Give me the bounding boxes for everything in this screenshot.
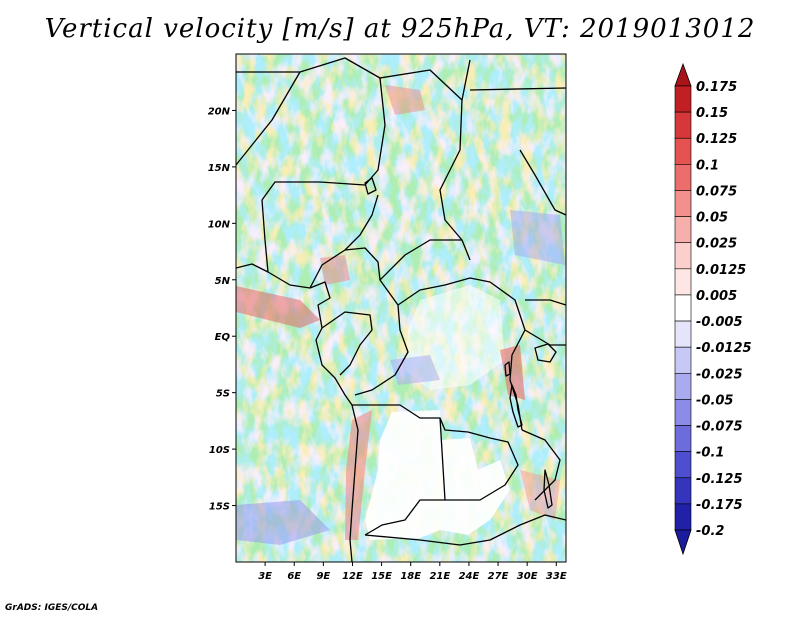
lake-malawi (543, 469, 553, 509)
colorbar-swatch (674, 164, 692, 191)
colorbar-label: -0.125 (696, 472, 743, 487)
colorbar-label: -0.175 (696, 498, 743, 513)
boundary-ethiopia (519, 149, 566, 216)
boundary-southern-africa (364, 514, 566, 546)
colorbar-label: 0.125 (696, 132, 737, 147)
colorbar-label: -0.005 (696, 315, 743, 330)
x-tick-label: 18E (400, 571, 421, 582)
boundary-gabon-congo (321, 311, 373, 376)
updraft-band-gulf-of-guinea (236, 286, 320, 328)
colorbar-label: -0.1 (696, 446, 724, 461)
x-tick-label: 21E (429, 571, 450, 582)
boundary-drc-east (489, 281, 526, 431)
grads-credit: GrADS: IGES/COLA (5, 603, 99, 613)
colorbar-swatch (674, 477, 692, 505)
lake-chad (364, 177, 377, 195)
boundary-nigeria (261, 194, 379, 289)
colorbar-swatch (674, 111, 692, 139)
colorbar-swatch (674, 190, 692, 217)
y-tick-label: EQ (215, 332, 231, 343)
colorbar-label: 0.075 (696, 184, 737, 199)
colorbar-label: -0.2 (696, 524, 724, 539)
colorbar-label: 0.175 (696, 80, 737, 95)
boundary-congo-drc (354, 304, 409, 396)
x-tick-label: 30E (517, 571, 538, 582)
y-axis: 20N 15N 10N 5N EQ 5S 10S 15S (208, 106, 236, 513)
y-tick-label: 5S (216, 389, 230, 400)
colorbar-swatch (674, 503, 692, 531)
x-tick-label: 3E (258, 571, 272, 582)
velocity-field (236, 54, 566, 562)
boundary-angola-north (352, 404, 469, 433)
colorbar-swatch (674, 137, 692, 165)
chart-title: Vertical velocity [m/s] at 925hPa, VT: 2… (44, 14, 756, 44)
boundary-uganda-kenya (524, 299, 566, 346)
colorbar-swatch (674, 85, 692, 113)
downdraft-patch-sudan (510, 210, 565, 265)
y-tick-label: 10N (208, 219, 231, 230)
boundary-car-drc (379, 239, 462, 281)
updraft-band-east-africa (500, 345, 525, 400)
colorbar-label: 0.1 (696, 158, 719, 173)
coastline-west-africa (236, 263, 359, 562)
colorbar-top-arrow (674, 62, 692, 87)
y-tick-label: 5N (215, 276, 231, 287)
x-tick-label: 33E (546, 571, 567, 582)
colorbar-swatch (674, 320, 692, 348)
x-axis: 3E 6E 9E 12E 15E 18E 21E 24E 27E 30E 33E (258, 562, 567, 582)
colorbar-swatch (674, 294, 692, 322)
boundary-angola-east (364, 417, 446, 536)
colorbar-label: -0.075 (696, 420, 743, 435)
map-boundaries (236, 57, 566, 562)
colorbar-label: 0.005 (696, 289, 737, 304)
x-tick-label: 6E (287, 571, 301, 582)
x-tick-label: 9E (316, 571, 330, 582)
colorbar-label: 0.025 (696, 237, 737, 252)
colorbar-swatch (674, 372, 692, 400)
colorbar-label: -0.0125 (696, 341, 752, 356)
boundary-zambia (445, 431, 519, 501)
colorbar-swatch (674, 242, 692, 270)
colorbar-label: 0.05 (696, 211, 728, 226)
colorbar-swatch (674, 268, 692, 296)
colorbar-swatch (674, 451, 692, 479)
updraft-patch-sahara (385, 85, 425, 115)
boundary-sudan-egypt (469, 87, 566, 91)
boundary-tanzania-mozambique (521, 429, 561, 501)
colorbar: 0.175 0.15 0.125 0.1 0.075 0.05 0.025 0.0125 0.0… (674, 62, 752, 556)
boundary-chad-sudan (439, 99, 471, 261)
x-tick-label: 27E (488, 571, 509, 582)
colorbar-swatch (674, 346, 692, 374)
y-tick-label: 20N (208, 106, 231, 117)
y-tick-label: 10S (209, 445, 230, 456)
colorbar-bottom-arrow (674, 529, 692, 556)
boundary-mali-niger (236, 71, 301, 166)
calm-region-angola-zambia (365, 410, 510, 540)
colorbar-swatch (674, 216, 692, 244)
plot-frame (235, 53, 567, 563)
lake-victoria (534, 343, 557, 363)
colorbar-label: 0.15 (696, 106, 728, 121)
x-tick-label: 12E (342, 571, 363, 582)
updraft-patch-cameroon (320, 255, 350, 285)
y-tick-label: 15S (209, 502, 230, 513)
lake-tanganyika (509, 384, 523, 428)
colorbar-label: -0.025 (696, 367, 743, 382)
colorbar-label: 0.0125 (696, 263, 746, 278)
colorbar-label: -0.05 (696, 393, 733, 408)
x-tick-label: 24E (459, 571, 480, 582)
lake-kivu (504, 361, 511, 377)
downdraft-patch-atlantic (236, 500, 330, 545)
x-tick-label: 15E (371, 571, 392, 582)
y-tick-label: 15N (208, 163, 231, 174)
colorbar-swatch (674, 399, 692, 426)
colorbar-swatch (674, 425, 692, 452)
